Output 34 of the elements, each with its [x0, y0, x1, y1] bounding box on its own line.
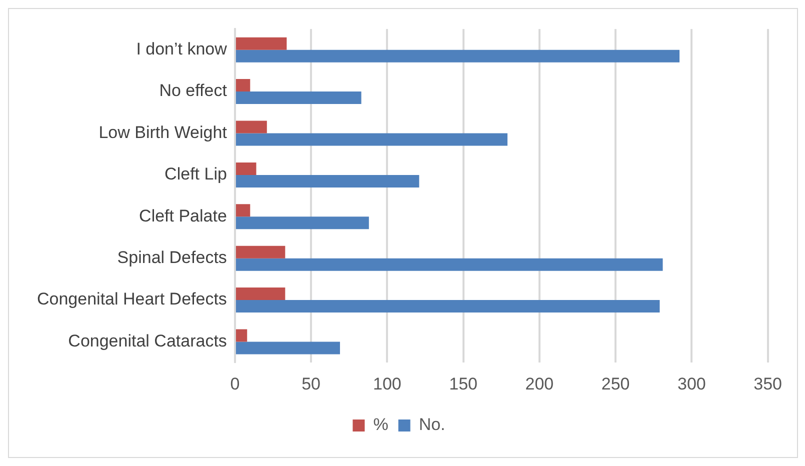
y-tick-label: Low Birth Weight — [98, 122, 228, 142]
bar — [236, 92, 362, 104]
legend-label: No. — [418, 415, 446, 434]
x-tick-label: 100 — [372, 374, 402, 394]
bar — [236, 133, 508, 146]
y-tick-label: Cleft Palate — [139, 206, 227, 226]
x-tick-label: 200 — [525, 374, 554, 394]
x-tick-label: 150 — [449, 374, 478, 394]
bar — [236, 288, 286, 300]
bar — [236, 342, 340, 354]
bar — [236, 300, 660, 313]
bar — [236, 162, 256, 175]
bar — [236, 174, 420, 188]
bar — [236, 37, 287, 50]
legend-label: % — [373, 415, 388, 434]
x-tick-label: 350 — [754, 374, 782, 394]
bar — [236, 216, 369, 230]
y-tick-label: Congenital Heart Defects — [36, 290, 227, 309]
bar — [236, 258, 663, 271]
bar — [236, 204, 250, 217]
bar — [236, 246, 286, 258]
y-tick-label: Spinal Defects — [117, 248, 227, 268]
x-tick-label: 50 — [302, 374, 321, 394]
bar — [236, 50, 680, 62]
bar — [236, 329, 248, 342]
x-tick-label: 0 — [230, 374, 240, 394]
x-tick-label: 300 — [678, 374, 706, 394]
bar — [236, 79, 250, 92]
y-tick-label: No effect — [159, 81, 228, 100]
bar — [236, 120, 267, 134]
y-tick-label: Congenital Cataracts — [68, 331, 227, 350]
x-tick-label: 250 — [601, 374, 630, 394]
y-tick-label: I don’t know — [136, 40, 228, 59]
y-tick-label: Cleft Lip — [164, 164, 227, 184]
